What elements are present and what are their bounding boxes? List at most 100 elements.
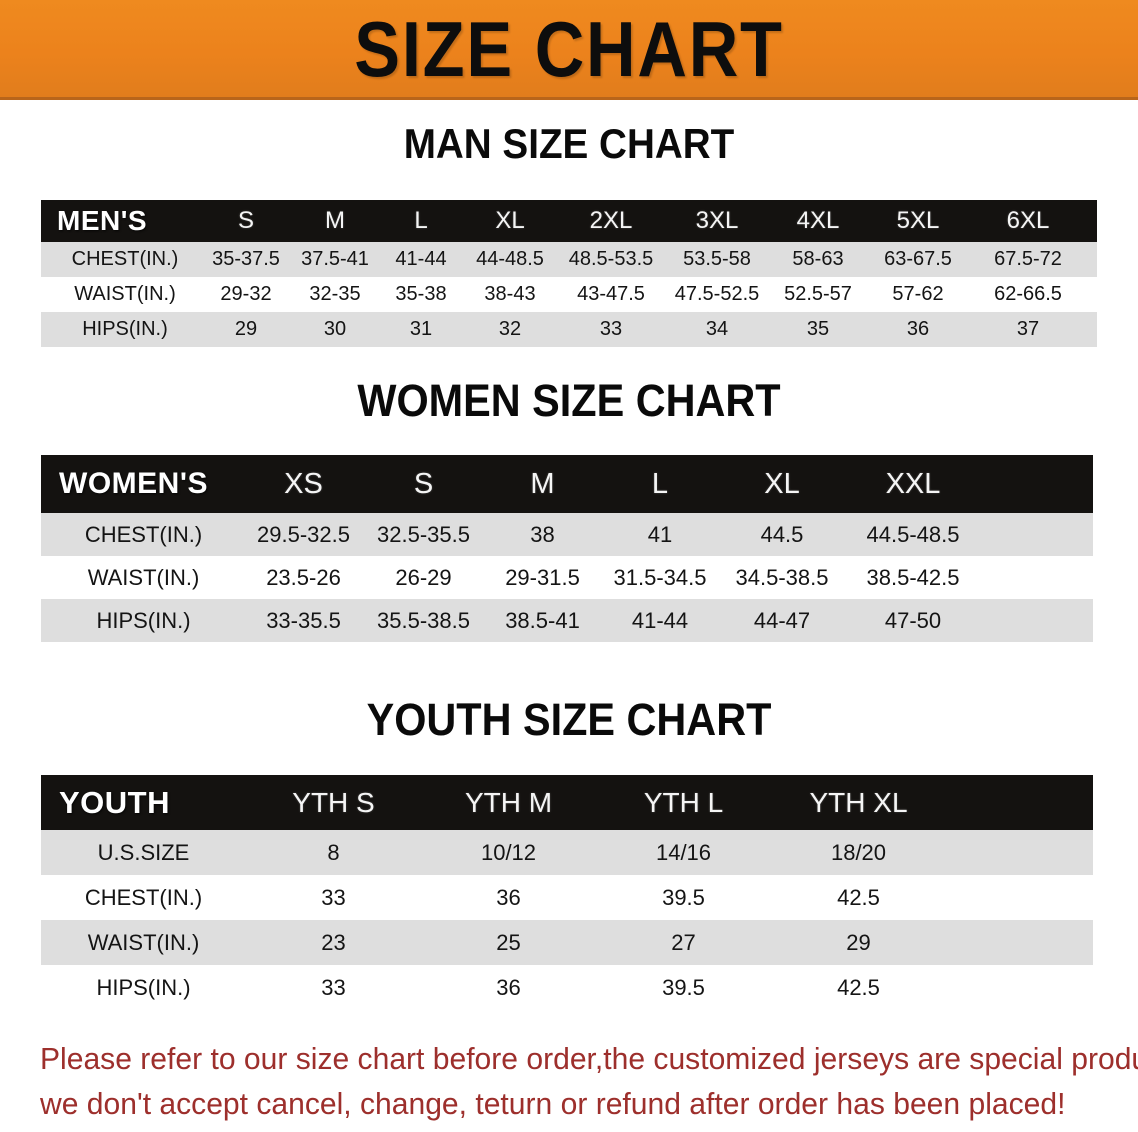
men-col-header-6xl: 6XL [1006,207,1050,234]
men-table-header-row: MEN'S S M L XL 2XL 3XL 4XL 5XL 6XL [41,200,1097,242]
youth-hips-m: 36 [496,974,521,1000]
women-chest-m: 38 [530,521,555,547]
women-table-header-row: WOMEN'S XS S M L XL XXL [41,455,1093,513]
youth-chest-xl: 42.5 [837,884,880,910]
women-waist-xxl: 38.5-42.5 [866,564,960,590]
men-chest-2xl: 48.5-53.5 [568,248,654,270]
youth-chest-m: 36 [496,884,521,910]
table-row: HIPS(IN.) 29 30 31 32 33 34 35 36 37 [41,312,1097,347]
youth-row-label-waist: WAIST(IN.) [87,929,200,955]
youth-us-size-l: 14/16 [655,839,712,865]
men-hips-5xl: 36 [906,318,930,340]
women-waist-l: 31.5-34.5 [613,564,707,590]
table-row: HIPS(IN.) 33 36 39.5 42.5 [41,965,1093,1010]
youth-col-header-l: YTH L [643,786,724,818]
men-row-label-waist: WAIST(IN.) [74,283,176,305]
women-col-header-xs: XS [284,467,323,500]
women-row-label-waist: WAIST(IN.) [87,564,200,590]
men-waist-6xl: 62-66.5 [994,283,1062,305]
men-col-header-l: L [414,207,428,234]
disclaimer-line-1: Please refer to our size chart before or… [40,1041,1138,1076]
men-waist-5xl: 57-62 [892,283,944,305]
men-chest-6xl: 67.5-72 [994,248,1062,270]
youth-chest-s: 33 [321,884,346,910]
women-col-header-l: L [651,467,669,500]
section-title-women: WOMEN SIZE CHART [357,375,781,426]
youth-waist-s: 23 [321,929,346,955]
youth-us-size-m: 10/12 [480,839,537,865]
men-hips-m: 30 [323,318,347,340]
page-banner: SIZE CHART [0,0,1138,100]
youth-hips-l: 39.5 [662,974,705,1000]
women-size-table: WOMEN'S XS S M L XL XXL CHEST(IN.) 29.5-… [41,455,1093,642]
men-col-header-m: M [325,207,345,234]
table-row: CHEST(IN.) 33 36 39.5 42.5 [41,875,1093,920]
women-col-header-xxl: XXL [885,467,941,500]
men-hips-xl: 32 [498,318,522,340]
men-chest-3xl: 53.5-58 [683,248,751,270]
youth-col-header-m: YTH M [464,786,553,818]
women-col-header-s: S [413,467,434,500]
youth-col-header-s: YTH S [292,786,375,818]
disclaimer-line-2: we don't accept cancel, change, teturn o… [40,1086,1066,1121]
women-hips-xxl: 47-50 [884,607,942,633]
table-row: CHEST(IN.) 35-37.5 37.5-41 41-44 44-48.5… [41,242,1097,277]
women-waist-s: 26-29 [395,564,452,590]
women-chest-xxl: 44.5-48.5 [866,521,960,547]
youth-chest-l: 39.5 [662,884,705,910]
men-waist-2xl: 43-47.5 [577,283,645,305]
women-waist-m: 29-31.5 [505,564,580,590]
table-row: WAIST(IN.) 29-32 32-35 35-38 38-43 43-47… [41,277,1097,312]
men-hips-s: 29 [234,318,258,340]
men-col-header-2xl: 2XL [589,207,633,234]
men-chest-l: 41-44 [395,248,447,270]
men-waist-3xl: 47.5-52.5 [674,283,760,305]
women-row-label-chest: CHEST(IN.) [84,521,203,547]
men-chest-m: 37.5-41 [301,248,369,270]
men-chest-4xl: 58-63 [792,248,844,270]
section-title-youth: YOUTH SIZE CHART [366,694,772,745]
disclaimer-text: Please refer to our size chart before or… [40,1036,1138,1126]
men-col-header-5xl: 5XL [896,207,940,234]
men-col-header-3xl: 3XL [695,207,739,234]
men-waist-l: 35-38 [395,283,447,305]
women-chest-s: 32.5-35.5 [377,521,470,547]
women-chest-xs: 29.5-32.5 [257,521,350,547]
men-row-label-hips: HIPS(IN.) [82,318,168,340]
section-title-man: MAN SIZE CHART [403,120,735,167]
women-hips-xl: 44-47 [753,607,811,633]
table-row: U.S.SIZE 8 10/12 14/16 18/20 [41,830,1093,875]
men-hips-2xl: 33 [599,318,623,340]
youth-row-label-hips: HIPS(IN.) [96,974,191,1000]
men-size-table: MEN'S S M L XL 2XL 3XL 4XL 5XL 6XL CHEST… [41,200,1097,347]
youth-col-header-xl: YTH XL [809,786,908,818]
men-row-label-chest: CHEST(IN.) [71,248,179,270]
women-chest-xl: 44.5 [760,521,804,547]
men-col-header-4xl: 4XL [796,207,840,234]
table-row: CHEST(IN.) 29.5-32.5 32.5-35.5 38 41 44.… [41,513,1093,556]
women-hips-s: 35.5-38.5 [377,607,470,633]
women-row-label-hips: HIPS(IN.) [96,607,191,633]
men-hips-4xl: 35 [806,318,830,340]
women-chest-l: 41 [647,521,673,547]
men-col-header-s: S [237,207,254,234]
youth-table-header-row: YOUTH YTH S YTH M YTH L YTH XL [41,775,1093,830]
youth-corner-label: YOUTH [59,784,170,820]
men-waist-m: 32-35 [309,283,361,305]
men-hips-3xl: 34 [705,318,729,340]
men-chest-5xl: 63-67.5 [884,248,952,270]
youth-row-label-us-size: U.S.SIZE [97,839,190,865]
youth-waist-xl: 29 [846,929,871,955]
youth-us-size-s: 8 [327,839,340,865]
men-col-header-xl: XL [495,207,525,234]
women-hips-xs: 33-35.5 [266,607,341,633]
youth-waist-m: 25 [496,929,521,955]
women-col-header-m: M [530,467,555,500]
women-col-header-xl: XL [764,467,800,500]
men-chest-s: 35-37.5 [212,248,280,270]
men-waist-xl: 38-43 [484,283,536,305]
banner-title: SIZE CHART [354,4,784,93]
table-row: WAIST(IN.) 23 25 27 29 [41,920,1093,965]
women-hips-m: 38.5-41 [505,607,580,633]
